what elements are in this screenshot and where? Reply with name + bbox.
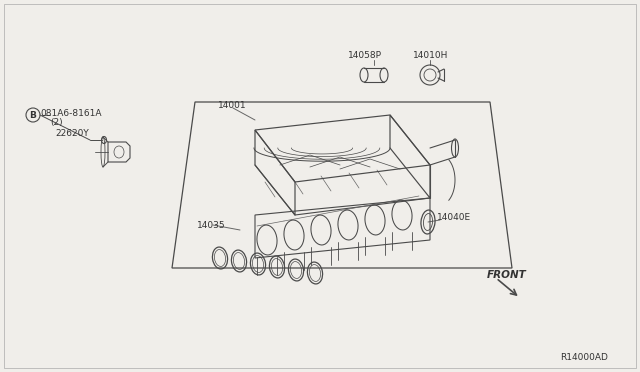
Text: 14058P: 14058P <box>348 51 382 60</box>
Text: 14040E: 14040E <box>437 214 471 222</box>
Text: 22620Y: 22620Y <box>55 128 89 138</box>
Text: 081A6-8161A: 081A6-8161A <box>40 109 102 118</box>
Text: B: B <box>29 110 36 119</box>
Text: R14000AD: R14000AD <box>560 353 608 362</box>
Text: 14035: 14035 <box>197 221 226 230</box>
Text: FRONT: FRONT <box>487 270 527 280</box>
Text: 14010H: 14010H <box>413 51 449 60</box>
Text: (2): (2) <box>50 119 63 128</box>
Text: 14001: 14001 <box>218 102 246 110</box>
